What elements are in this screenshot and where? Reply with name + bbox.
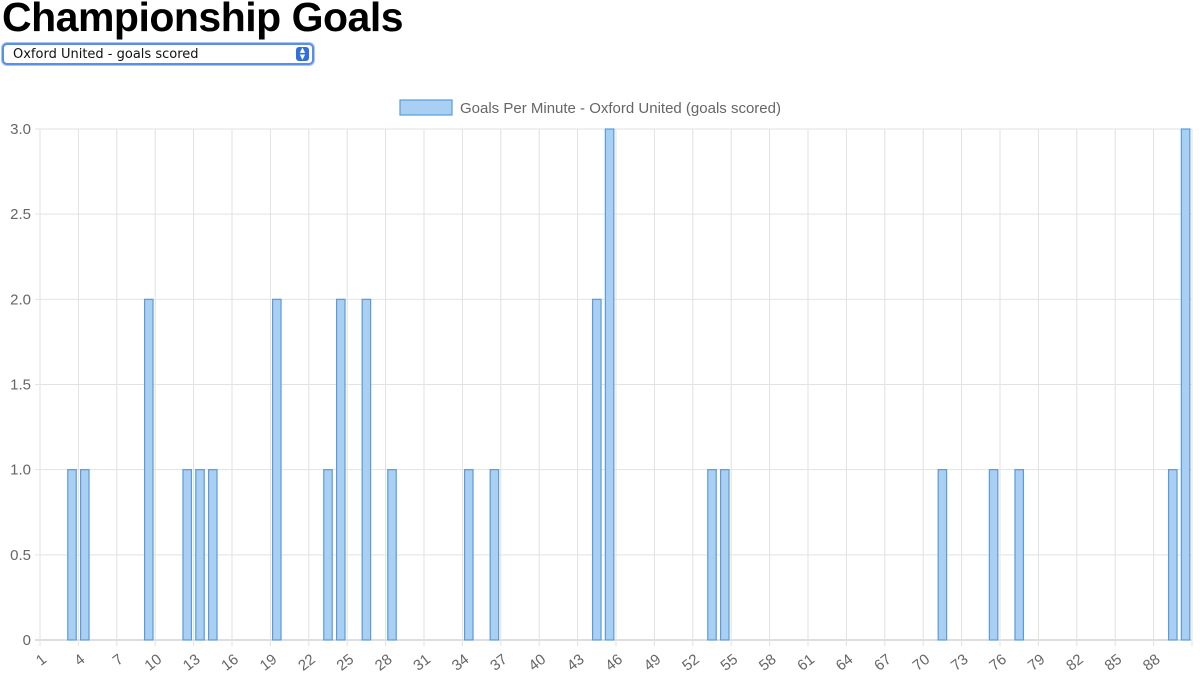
up-down-chevron-icon[interactable]: ▲ ▼ (296, 47, 309, 61)
y-tick-label: 2.0 (10, 291, 31, 308)
x-tick-label: 25 (334, 651, 358, 675)
bar (207, 469, 218, 641)
bar (463, 469, 474, 641)
bar (604, 128, 615, 641)
bar (271, 298, 282, 641)
x-tick-label: 46 (602, 651, 626, 675)
x-tick-label: 34 (449, 651, 473, 675)
x-tick-label: 76 (986, 651, 1010, 675)
bar (937, 469, 948, 641)
x-tick-label: 64 (833, 651, 857, 675)
y-tick-label: 0.5 (10, 547, 31, 564)
bar (988, 469, 999, 641)
x-tick-label: 52 (679, 651, 703, 675)
bar (1167, 469, 1178, 641)
x-tick-label: 10 (142, 651, 166, 675)
x-tick-label: 1 (33, 651, 50, 670)
legend-label: Goals Per Minute - Oxford United (goals … (460, 100, 781, 117)
x-tick-label: 19 (257, 651, 281, 675)
x-tick-label: 55 (718, 651, 742, 675)
team-select-value: Oxford United - goals scored (13, 47, 199, 62)
bar (387, 469, 397, 641)
x-tick-label: 7 (110, 651, 127, 670)
x-tick-label: 16 (218, 651, 242, 675)
x-tick-label: 82 (1063, 651, 1087, 675)
team-select[interactable]: Oxford United - goals scored ▲ ▼ (2, 43, 314, 65)
x-tick-label: 40 (526, 651, 550, 675)
bar (195, 469, 205, 641)
x-tick-label: 28 (372, 651, 396, 675)
x-tick-label: 31 (410, 651, 434, 675)
y-tick-label: 3.0 (10, 121, 31, 138)
x-tick-label: 13 (180, 651, 204, 675)
x-tick-label: 67 (871, 651, 895, 675)
y-tick-label: 1.5 (10, 377, 31, 394)
bar (489, 469, 500, 641)
x-tick-label: 58 (756, 651, 780, 675)
y-tick-label: 1.0 (10, 462, 31, 479)
bar (707, 469, 717, 641)
bar (182, 469, 193, 641)
bar (335, 298, 346, 641)
bar (1180, 128, 1191, 641)
x-tick-label: 22 (295, 651, 319, 675)
x-tick-label: 43 (564, 651, 588, 675)
y-tick-label: 0 (23, 632, 31, 649)
x-tick-label: 37 (487, 651, 511, 675)
bar (323, 469, 333, 641)
y-tick-label: 2.5 (10, 206, 31, 223)
x-tick-label: 4 (71, 651, 88, 670)
x-tick-label: 70 (910, 651, 934, 675)
x-tick-label: 88 (1140, 651, 1164, 675)
x-tick-label: 49 (641, 651, 665, 675)
legend-swatch (399, 99, 453, 116)
page-title: Championship Goals (2, 0, 404, 40)
bar (591, 298, 602, 641)
x-tick-label: 61 (794, 651, 818, 675)
x-tick-label: 85 (1102, 651, 1126, 675)
x-tick-label: 79 (1025, 651, 1049, 675)
bar (67, 469, 77, 641)
x-tick-label: 73 (948, 651, 972, 675)
bar (79, 469, 90, 641)
bar (719, 469, 730, 641)
bar (1014, 469, 1025, 641)
bar (143, 298, 154, 641)
bar (361, 298, 372, 641)
